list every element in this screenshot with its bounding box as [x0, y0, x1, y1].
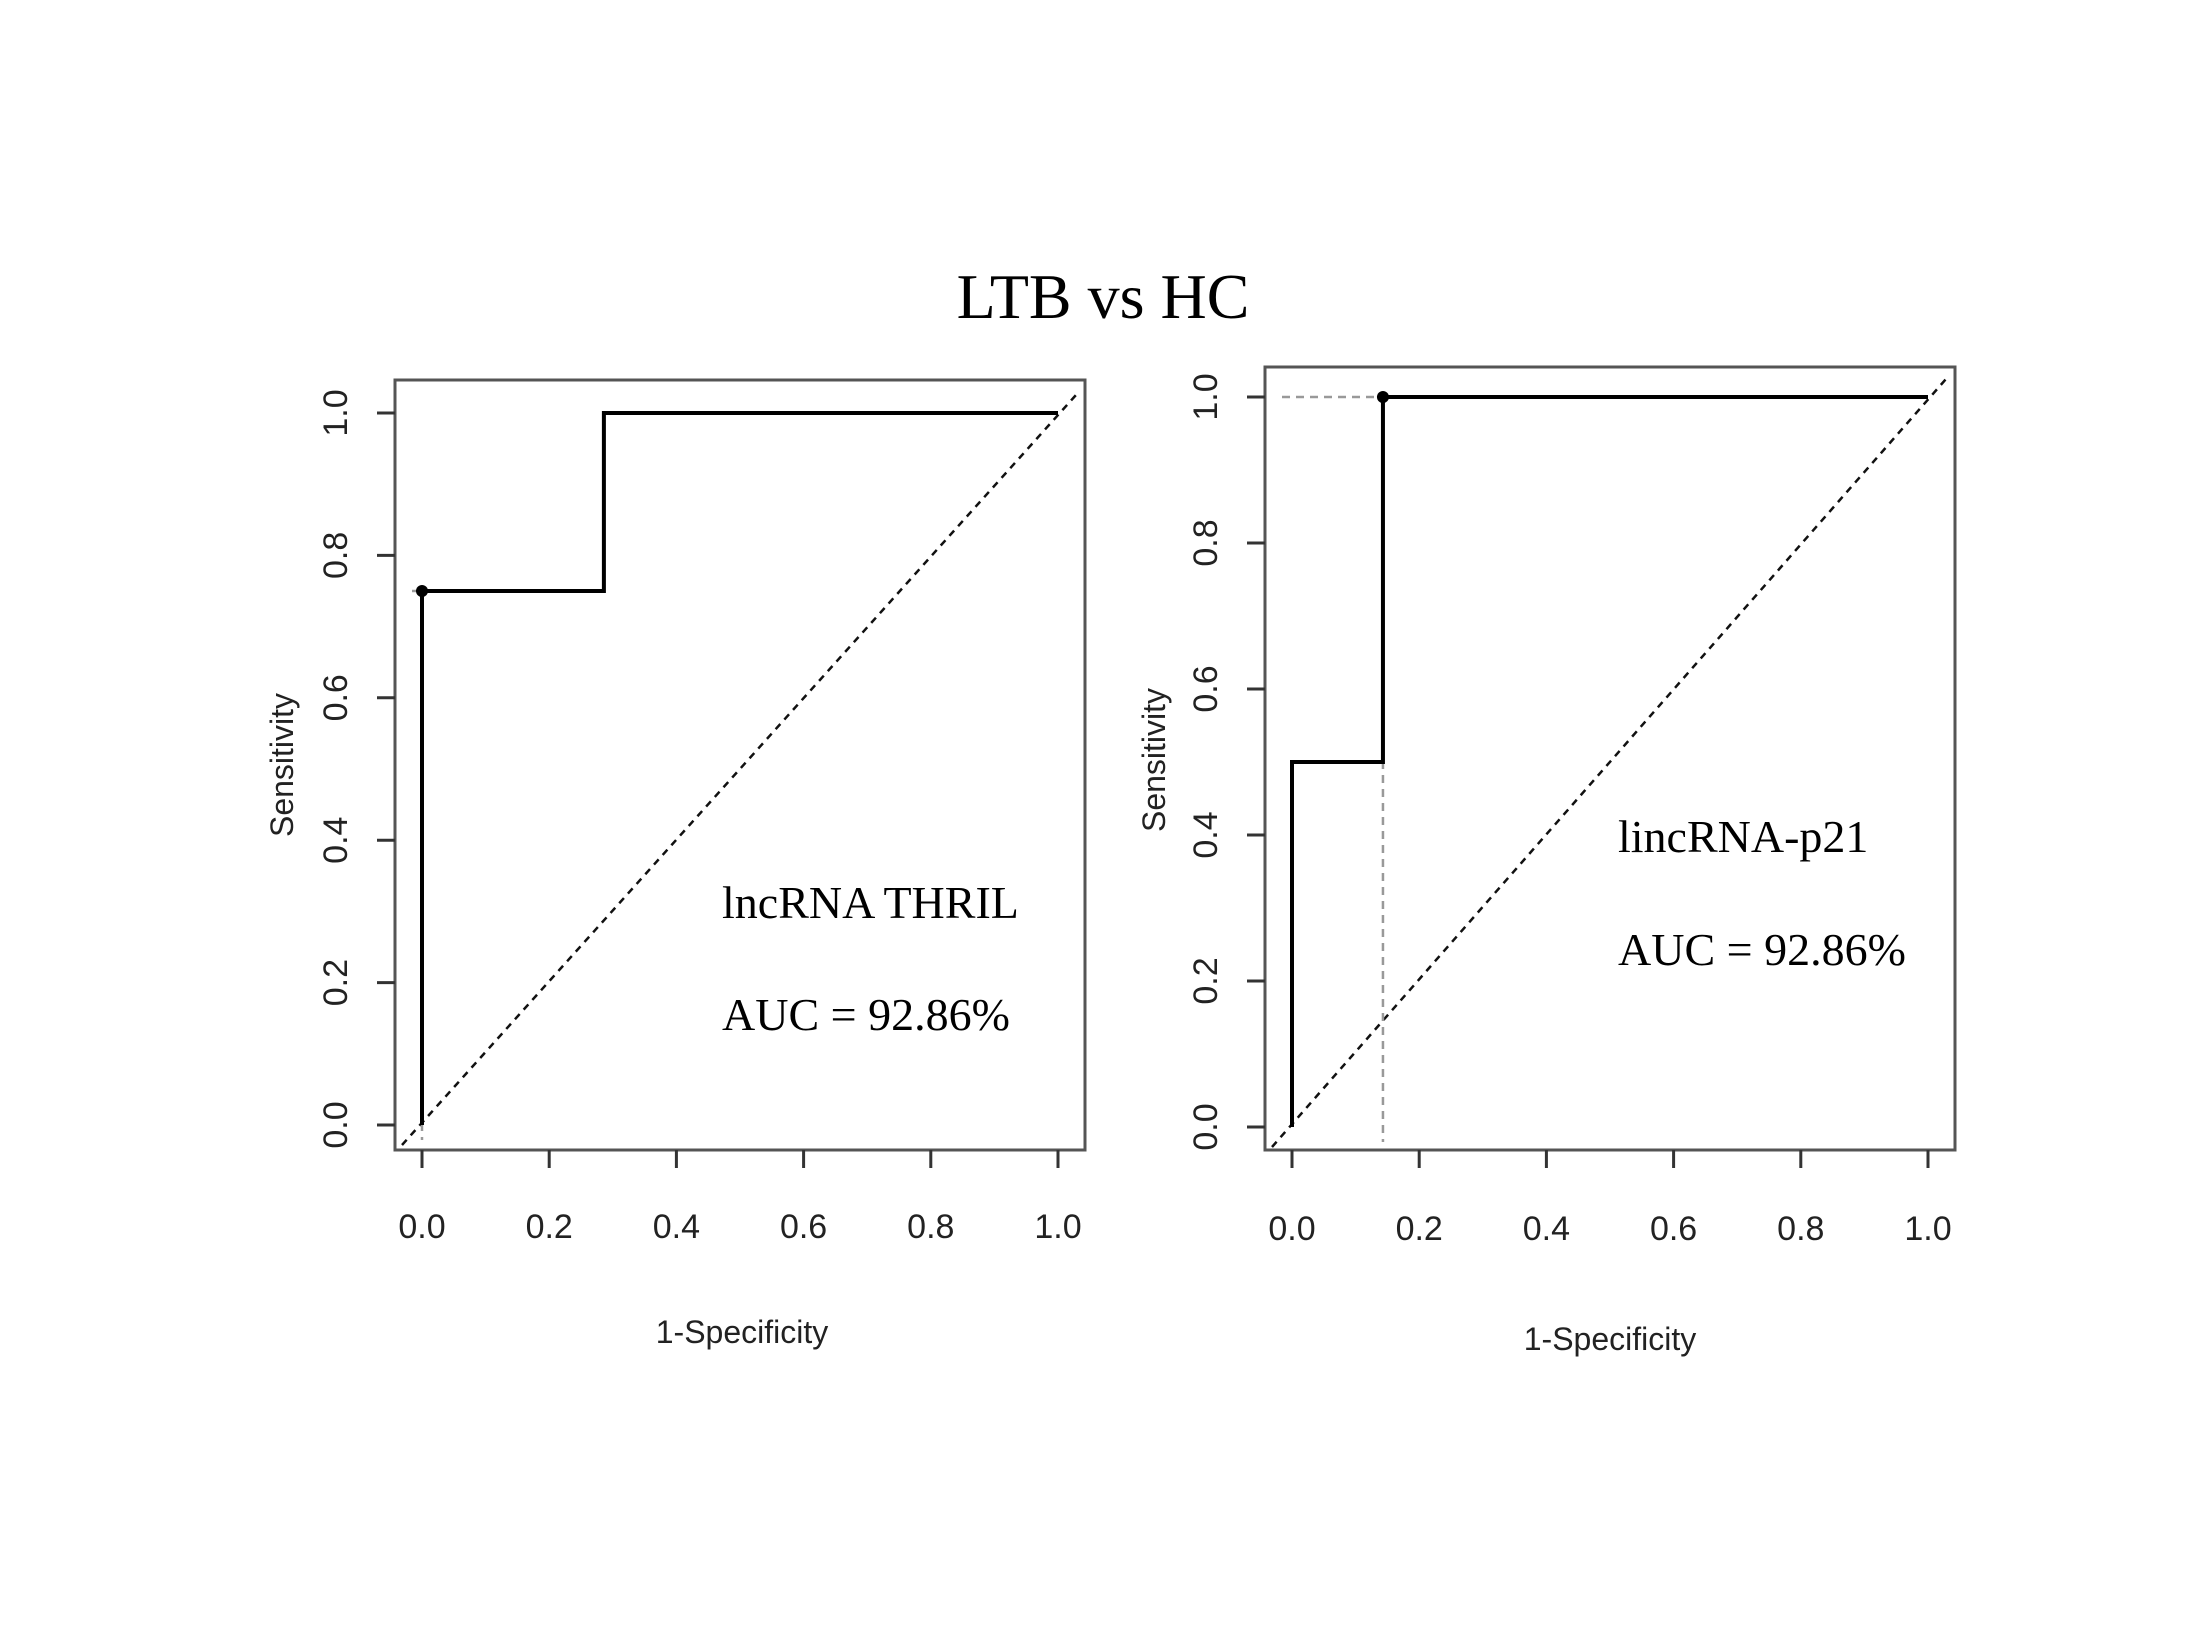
x-axis-label: 1-Specificity: [1524, 1321, 1697, 1357]
reference-diagonal: [1271, 378, 1947, 1148]
x-tick-label: 0.2: [1396, 1210, 1443, 1248]
x-tick-label: 0.0: [1268, 1210, 1315, 1248]
plot-lines: [401, 394, 1077, 1146]
plot-frame: [1263, 365, 1957, 1152]
y-tick-label: 1.0: [317, 389, 355, 436]
annotation-name: lincRNA-p21: [1618, 811, 1868, 862]
y-tick-label: 0.4: [317, 817, 355, 864]
x-ticks: 0.0 0.2 0.4 0.6 0.8 1.0: [1268, 1150, 1952, 1248]
x-ticks: 0.0 0.2 0.4 0.6 0.8 1.0: [398, 1150, 1082, 1246]
y-tick-label: 0.2: [317, 959, 355, 1006]
roc-curve: [1290, 395, 1928, 1127]
y-tick-label: 0.0: [1187, 1103, 1225, 1150]
y-axis-label: Sensitivity: [264, 693, 300, 837]
y-tick-label: 0.0: [317, 1101, 355, 1148]
roc-panel-thril: 0.0 0.2 0.4 0.6 0.8 1.0 0.0 0.2 0.4 0.6 0.8 1.0 1-…: [264, 378, 1087, 1350]
plot-frame: [393, 378, 1087, 1152]
annotation-auc: AUC = 92.86%: [722, 989, 1010, 1040]
roc-curve: [420, 411, 1058, 1125]
x-tick-label: 0.6: [1650, 1210, 1697, 1248]
roc-panel-p21: 0.0 0.2 0.4 0.6 0.8 1.0 0.0 0.2 0.4 0.6 0.8 1.0 1-…: [1136, 365, 1957, 1357]
y-tick-label: 0.4: [1187, 811, 1225, 858]
y-tick-label: 0.8: [1187, 519, 1225, 566]
x-tick-label: 0.6: [780, 1208, 827, 1246]
x-tick-label: 1.0: [1904, 1210, 1951, 1248]
x-tick-label: 0.4: [653, 1208, 700, 1246]
y-axis-label: Sensitivity: [1136, 688, 1172, 832]
plot-lines: [1271, 378, 1947, 1148]
x-tick-label: 0.8: [1777, 1210, 1824, 1248]
annotation-name: lncRNA THRIL: [722, 877, 1019, 928]
x-tick-label: 0.2: [526, 1208, 573, 1246]
annotation-auc: AUC = 92.86%: [1618, 924, 1906, 975]
figure-title: LTB vs HC: [957, 261, 1250, 332]
y-tick-label: 0.8: [317, 532, 355, 579]
y-ticks: 0.0 0.2 0.4 0.6 0.8 1.0: [317, 389, 395, 1149]
x-axis-label: 1-Specificity: [656, 1314, 829, 1350]
y-tick-label: 1.0: [1187, 373, 1225, 420]
y-tick-label: 0.6: [317, 674, 355, 721]
y-tick-label: 0.2: [1187, 957, 1225, 1004]
x-tick-label: 0.8: [907, 1208, 954, 1246]
cutoff-point: [416, 585, 428, 597]
cutoff-point: [1376, 391, 1389, 403]
y-tick-label: 0.6: [1187, 665, 1225, 712]
x-tick-label: 0.4: [1523, 1210, 1570, 1248]
x-tick-label: 0.0: [398, 1208, 445, 1246]
x-tick-label: 1.0: [1034, 1208, 1081, 1246]
y-ticks: 0.0 0.2 0.4 0.6 0.8 1.0: [1187, 373, 1265, 1151]
